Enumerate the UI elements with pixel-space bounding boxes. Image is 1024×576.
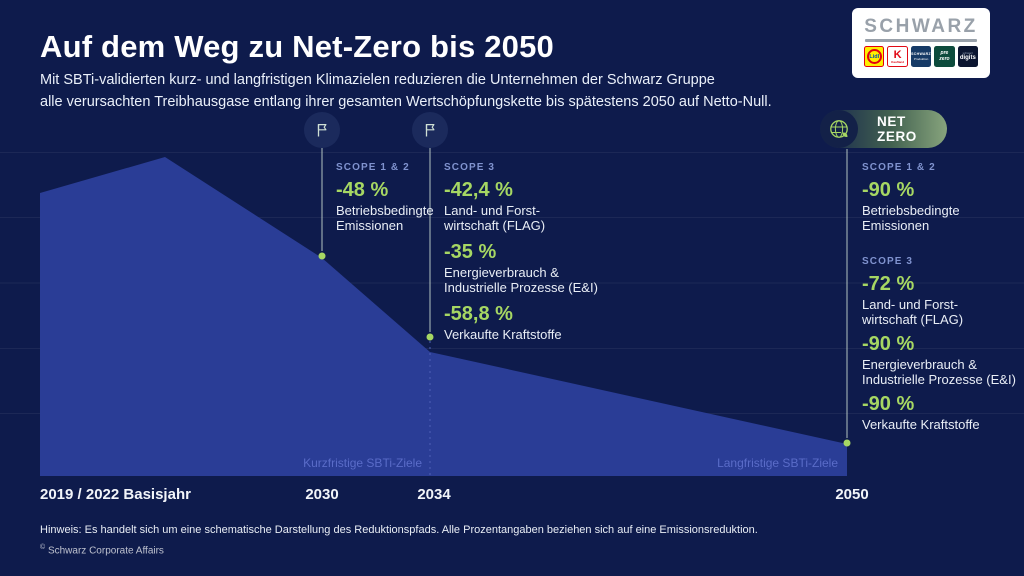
target-item: -72 % Land- und Forst- wirtschaft (FLAG): [862, 273, 1024, 328]
emissions-area: [40, 157, 847, 476]
prezero-logo: pre zero: [934, 46, 955, 67]
schwarz-group-logo: SCHWARZ Lidl K Kaufland SCHWARZ Produkti…: [852, 8, 990, 78]
target-value: -90 %: [862, 179, 915, 201]
target-label: Betriebsbedingte Emissionen: [336, 203, 434, 233]
target-value: -42,4 %: [444, 179, 513, 201]
lidl-logo: Lidl: [864, 46, 885, 67]
target-label: Betriebsbedingte Emissionen: [862, 203, 960, 233]
milestone-2050-targets: SCOPE 1 & 2 -90 % Betriebsbedingte Emiss…: [862, 160, 1024, 439]
scope-label: SCOPE 3: [862, 256, 914, 267]
net-zero-badge: NET ZERO: [820, 110, 947, 148]
milestone-2030-marker: [304, 112, 340, 148]
schwarz-produktion-logo: SCHWARZ Produktion: [910, 46, 932, 67]
lidl-circle-mark: Lidl: [866, 49, 882, 64]
net-zero-label: NET ZERO: [877, 114, 917, 144]
flag-icon: [425, 124, 435, 137]
target-label: Verkaufte Kraftstoffe: [862, 417, 980, 432]
target-item: -90 % Betriebsbedingte Emissionen: [862, 179, 1024, 234]
milestone-2034-marker: [412, 112, 448, 148]
axis-label-baseline: 2019 / 2022 Basisjahr: [40, 486, 191, 503]
target-item: -35 % Energieverbrauch & Industrielle Pr…: [444, 241, 624, 296]
kaufland-logo: K Kaufland: [887, 46, 908, 67]
scope-label: SCOPE 1 & 2: [336, 162, 410, 173]
schwarz-wordmark: SCHWARZ: [864, 16, 978, 37]
short-term-phase-label: Kurzfristige SBTi-Ziele: [303, 456, 422, 470]
target-label: Energieverbrauch & Industrielle Prozesse…: [444, 265, 598, 295]
target-item: -58,8 % Verkaufte Kraftstoffe: [444, 303, 624, 343]
target-value: -48 %: [336, 179, 389, 201]
copyright: © Schwarz Corporate Affairs: [40, 544, 164, 557]
target-value: -35 %: [444, 241, 497, 263]
target-value: -58,8 %: [444, 303, 513, 325]
scope-label: SCOPE 1 & 2: [862, 162, 936, 173]
footnote: Hinweis: Es handelt sich um eine schemat…: [40, 524, 758, 536]
milestone-dots: [318, 252, 851, 447]
globe-leaf-icon: [820, 110, 858, 148]
target-label: Energieverbrauch & Industrielle Prozesse…: [862, 357, 1016, 387]
target-label: Land- und Forst- wirtschaft (FLAG): [862, 297, 964, 327]
scope-label: SCOPE 3: [444, 162, 496, 173]
page-subtitle: Mit SBTi-validierten kurz- und langfrist…: [40, 70, 772, 113]
schwarz-digits-logo: schwarz digits: [957, 46, 978, 67]
milestone-2034-targets: SCOPE 3 -42,4 % Land- und Forst- wirtsch…: [444, 160, 624, 349]
target-value: -90 %: [862, 333, 915, 355]
milestone-2030-targets: SCOPE 1 & 2 -48 % Betriebsbedingte Emiss…: [336, 160, 456, 240]
target-item: -90 % Energieverbrauch & Industrielle Pr…: [862, 333, 1024, 388]
target-value: -72 %: [862, 273, 915, 295]
target-value: -90 %: [862, 393, 915, 415]
target-item: -48 % Betriebsbedingte Emissionen: [336, 179, 456, 234]
spacer: [862, 240, 1024, 254]
subtitle-line-2: alle verursachten Treibhausgase entlang …: [40, 93, 772, 110]
long-term-phase-label: Langfristige SBTi-Ziele: [717, 456, 838, 470]
target-item: -42,4 % Land- und Forst- wirtschaft (FLA…: [444, 179, 624, 234]
target-label: Verkaufte Kraftstoffe: [444, 327, 562, 342]
page-title: Auf dem Weg zu Net-Zero bis 2050: [40, 29, 554, 64]
milestone-connector-lines: [321, 148, 848, 438]
logo-divider: [865, 39, 977, 42]
target-item: -90 % Verkaufte Kraftstoffe: [862, 393, 1024, 433]
subtitle-line-1: Mit SBTi-validierten kurz- und langfrist…: [40, 72, 715, 88]
target-label: Land- und Forst- wirtschaft (FLAG): [444, 203, 546, 233]
axis-label-2030: 2030: [305, 486, 339, 503]
flag-icon: [317, 124, 327, 137]
company-logo-tiles: Lidl K Kaufland SCHWARZ Produktion pre z…: [864, 46, 978, 67]
axis-label-2050: 2050: [835, 486, 869, 503]
axis-label-2034: 2034: [417, 486, 451, 503]
